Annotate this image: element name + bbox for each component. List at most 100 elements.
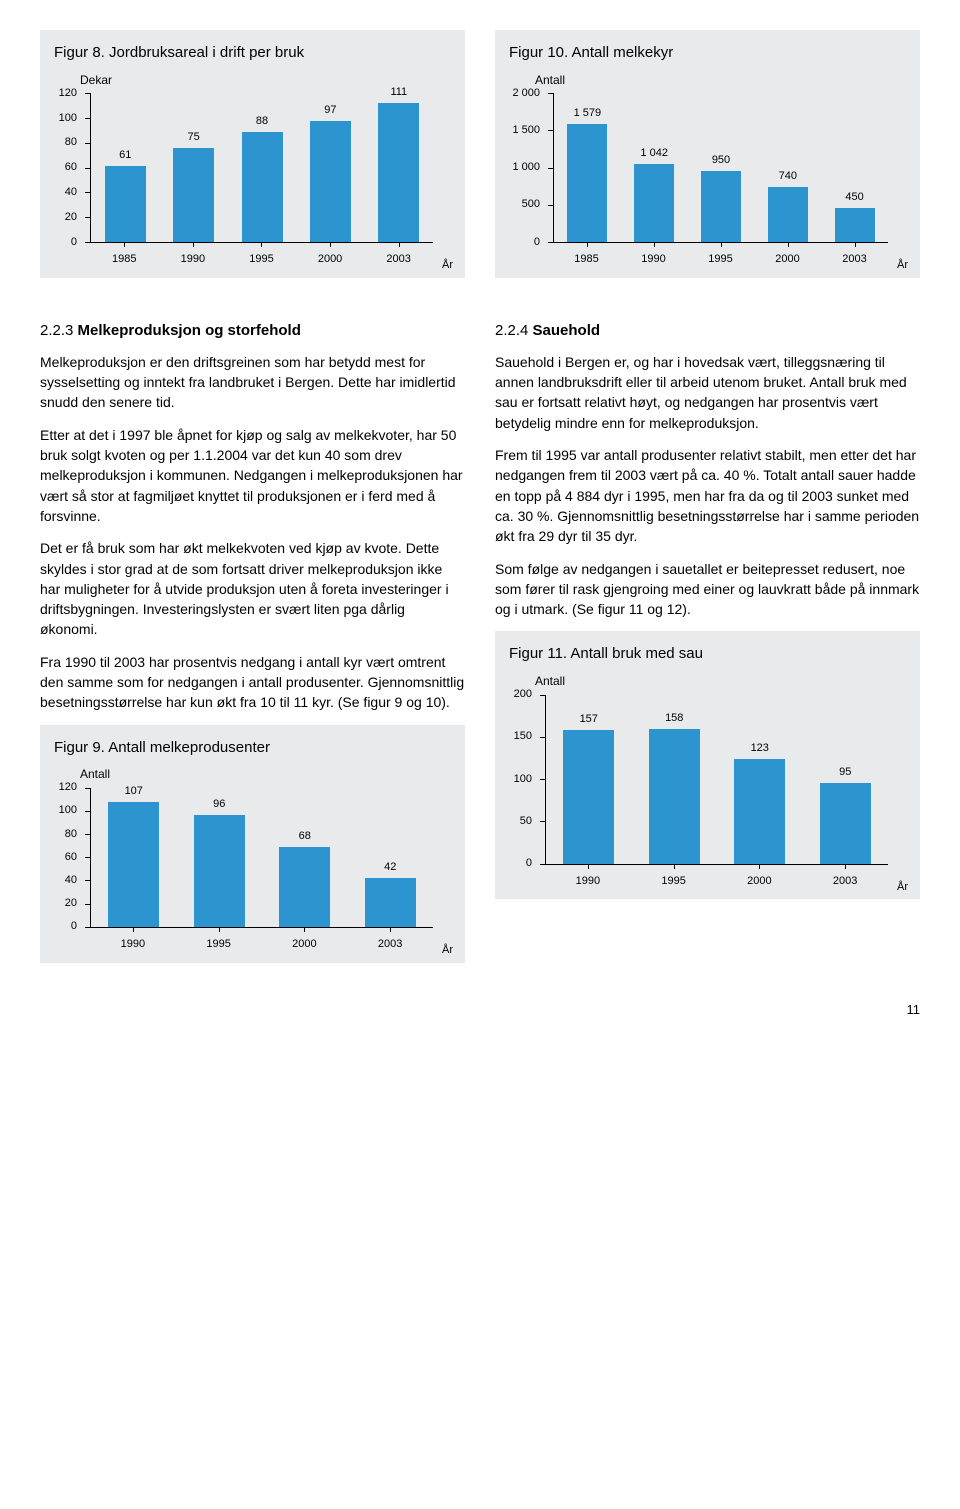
figure-10-xtick: 2003 — [842, 253, 866, 265]
figure-8-ytick: 40 — [65, 185, 77, 201]
figure-9-bar — [365, 878, 416, 927]
figure-9-ytick: 60 — [65, 850, 77, 866]
figure-8-bar — [242, 132, 283, 242]
figure-9: Figur 9. Antall melkeprodusenter Antall … — [40, 725, 465, 963]
figure-8-ytick: 20 — [65, 210, 77, 226]
figure-9-bar — [194, 815, 245, 927]
figure-11: Figur 11. Antall bruk med sau Antall 050… — [495, 631, 920, 899]
figure-9-ytick: 120 — [59, 780, 77, 796]
figure-9-ytick: 20 — [65, 896, 77, 912]
figure-11-xtick: 2003 — [833, 875, 857, 887]
figure-10-ytick: 1 500 — [512, 123, 540, 139]
figure-10-bar-value: 1 042 — [640, 146, 668, 162]
figure-9-xlabel: År — [442, 943, 453, 959]
figure-9-xtick: 1995 — [206, 938, 230, 950]
figure-8-ytick: 80 — [65, 135, 77, 151]
figure-8-ytick: 0 — [71, 235, 77, 251]
section-224-p3: Som følge av nedgangen i sauetallet er b… — [495, 559, 920, 620]
figure-9-xtick: 1990 — [121, 938, 145, 950]
figure-8-bar — [310, 121, 351, 242]
figure-10-bar — [701, 171, 741, 242]
figure-11-ytick: 150 — [514, 729, 532, 745]
figure-9-xtick: 2000 — [292, 938, 316, 950]
figure-11-bar — [820, 783, 871, 864]
figure-10-ylabel: Antall — [535, 72, 906, 89]
figure-8-bar-value: 61 — [119, 148, 131, 164]
figure-11-xtick: 1990 — [576, 875, 600, 887]
figure-11-xlabel: År — [897, 880, 908, 896]
figure-9-ytick: 40 — [65, 873, 77, 889]
section-224-p1: Sauehold i Bergen er, og har i hovedsak … — [495, 352, 920, 433]
section-224-p2: Frem til 1995 var antall produsenter rel… — [495, 445, 920, 546]
section-223-p3: Det er få bruk som har økt melkekvoten v… — [40, 538, 465, 639]
figure-10-bar — [768, 187, 808, 243]
section-224-heading: 2.2.4 Sauehold — [495, 320, 920, 342]
figure-9-title: Figur 9. Antall melkeprodusenter — [54, 737, 451, 759]
figure-10-bar — [634, 164, 674, 242]
figure-8-bar — [105, 166, 146, 242]
figure-11-ytick: 100 — [514, 772, 532, 788]
figure-8-xtick: 1990 — [181, 253, 205, 265]
figure-11-bar-value: 95 — [839, 765, 851, 781]
figure-8-bar-value: 111 — [390, 85, 407, 101]
figure-10-bar-value: 1 579 — [574, 106, 602, 122]
figure-8-xtick: 2000 — [318, 253, 342, 265]
figure-8-bar-value: 97 — [324, 103, 336, 119]
figure-9-bar — [108, 802, 159, 927]
figure-10: Figur 10. Antall melkekyr Antall 0 500 1 0… — [495, 30, 920, 278]
figure-10-xlabel: År — [897, 258, 908, 274]
figure-11-xtick: 2000 — [747, 875, 771, 887]
figure-9-bar-value: 68 — [299, 829, 311, 845]
figure-11-bar — [563, 730, 614, 863]
figure-10-bar-value: 740 — [779, 169, 797, 185]
figure-8: Figur 8. Jordbruksareal i drift per bruk… — [40, 30, 465, 278]
figure-10-bar-value: 450 — [845, 190, 863, 206]
figure-9-ytick: 0 — [71, 919, 77, 935]
figure-8-xlabel: År — [442, 258, 453, 274]
figure-11-bar — [649, 729, 700, 863]
figure-8-ytick: 100 — [59, 111, 77, 127]
figure-10-xtick: 1990 — [641, 253, 665, 265]
figure-11-bar — [734, 759, 785, 864]
figure-8-xtick: 1985 — [112, 253, 136, 265]
section-223-p1: Melkeproduksjon er den driftsgreinen som… — [40, 352, 465, 413]
figure-8-bar — [378, 103, 419, 242]
figure-8-bar — [173, 148, 214, 242]
figure-11-title: Figur 11. Antall bruk med sau — [509, 643, 906, 665]
figure-9-bar-value: 96 — [213, 797, 225, 813]
figure-9-xtick: 2003 — [378, 938, 402, 950]
figure-11-ytick: 0 — [526, 856, 532, 872]
figure-11-ytick: 200 — [514, 687, 532, 703]
section-223-heading: 2.2.3 Melkeproduksjon og storfehold — [40, 320, 465, 342]
figure-10-title: Figur 10. Antall melkekyr — [509, 42, 906, 64]
figure-9-ytick: 100 — [59, 803, 77, 819]
figure-11-bar-value: 123 — [751, 741, 769, 757]
page-number: 11 — [40, 1001, 920, 1020]
figure-8-title: Figur 8. Jordbruksareal i drift per bruk — [54, 42, 451, 64]
figure-10-bar-value: 950 — [712, 153, 730, 169]
figure-8-bar-value: 75 — [187, 130, 199, 146]
figure-8-xtick: 2003 — [386, 253, 410, 265]
figure-10-ytick: 500 — [522, 197, 540, 213]
figure-11-bar-value: 158 — [665, 711, 683, 727]
figure-11-ylabel: Antall — [535, 673, 906, 690]
figure-11-xtick: 1995 — [661, 875, 685, 887]
section-223-p4: Fra 1990 til 2003 har prosentvis nedgang… — [40, 652, 465, 713]
figure-10-xtick: 1985 — [574, 253, 598, 265]
figure-10-ytick: 1 000 — [512, 160, 540, 176]
figure-11-bar-value: 157 — [580, 712, 598, 728]
figure-8-xtick: 1995 — [249, 253, 273, 265]
figure-10-xtick: 2000 — [775, 253, 799, 265]
figure-9-bar — [279, 847, 330, 926]
figure-10-bar — [835, 208, 875, 242]
figure-8-bar-value: 88 — [256, 114, 268, 130]
figure-8-ytick: 60 — [65, 160, 77, 176]
section-223-p2: Etter at det i 1997 ble åpnet for kjøp o… — [40, 425, 465, 526]
figure-9-bar-value: 42 — [384, 860, 396, 876]
figure-9-bar-value: 107 — [125, 784, 143, 800]
figure-10-bar — [567, 124, 607, 242]
figure-10-xtick: 1995 — [708, 253, 732, 265]
figure-10-ytick: 0 — [534, 235, 540, 251]
figure-8-ytick: 120 — [59, 86, 77, 102]
figure-9-ylabel: Antall — [80, 766, 451, 783]
